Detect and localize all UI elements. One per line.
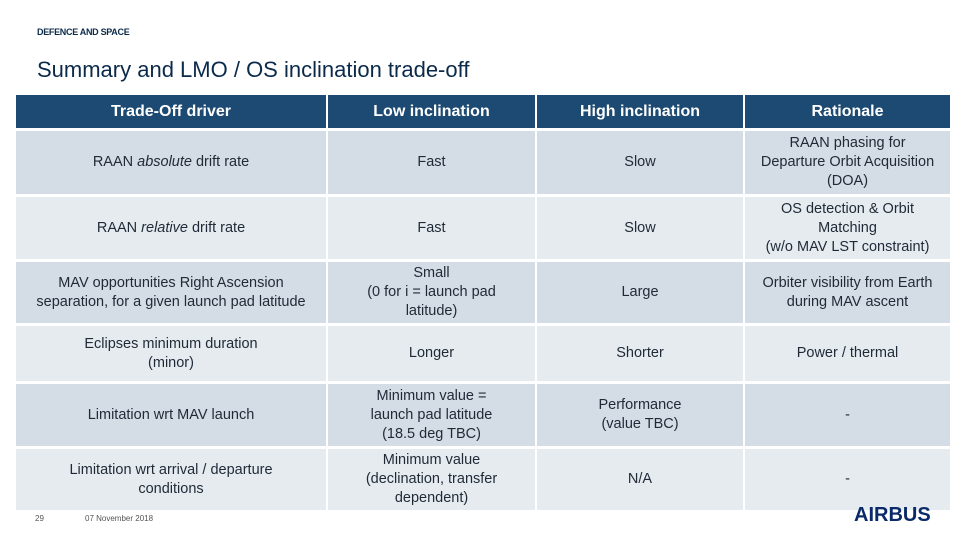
cell-line: Large bbox=[621, 284, 659, 300]
table-cell: Fast bbox=[328, 197, 535, 259]
cell-line: Limitation wrt MAV launch bbox=[87, 406, 255, 423]
table-cell: RAAN absolute drift rate bbox=[16, 131, 326, 194]
header-cell: High inclination bbox=[537, 95, 743, 128]
division: DEFENCE AND SPACE bbox=[37, 27, 130, 37]
cell-line: Performance bbox=[598, 397, 682, 413]
logo: AIRBUS bbox=[854, 504, 931, 526]
cell-line: - bbox=[845, 406, 850, 423]
cell-line: (DOA) bbox=[826, 173, 869, 189]
cell-line: Limitation wrt arrival / departure bbox=[69, 461, 273, 478]
cell-line: Slow bbox=[624, 154, 656, 170]
table-cell: RAAN phasing for Departure Orbit Acquisit… bbox=[745, 131, 950, 194]
cell-line: conditions bbox=[138, 480, 204, 497]
cell-line: Fast bbox=[417, 154, 446, 170]
table-cell: Longer bbox=[328, 326, 535, 381]
cell-line: Eclipses minimum duration bbox=[84, 335, 258, 352]
cell-line: OS detection & Orbit bbox=[781, 200, 914, 217]
cell-line: dependent) bbox=[394, 490, 469, 506]
cell-line: separation, for a given launch pad latit… bbox=[36, 293, 306, 310]
table-cell: Limitation wrt arrival / departure condit… bbox=[16, 449, 326, 510]
table-cell: MAV opportunities Right Ascension separat… bbox=[16, 262, 326, 323]
cell-line: Slow bbox=[624, 219, 656, 236]
cell-line: launch pad latitude bbox=[370, 406, 493, 423]
table-cell: Small (0 for i = launch pad latitude) bbox=[328, 262, 535, 323]
cell-line: RAAN phasing for bbox=[789, 135, 906, 151]
table-cell: N/A bbox=[537, 449, 743, 510]
cell-line: (0 for i = launch pad bbox=[367, 284, 496, 300]
cell-line: MAV opportunities Right Ascension bbox=[58, 274, 284, 291]
cell-line: (18.5 deg TBC) bbox=[382, 425, 481, 442]
cell-line: Departure Orbit Acquisition bbox=[760, 154, 935, 170]
table-cell: - bbox=[745, 449, 950, 510]
text-part: absolute bbox=[137, 154, 192, 170]
cell-line: Small bbox=[413, 265, 450, 281]
cell-line: latitude) bbox=[405, 303, 458, 319]
cell-line: Minimum value bbox=[382, 452, 481, 468]
date: 07 November 2018 bbox=[85, 514, 154, 523]
cell-line: Power / thermal bbox=[796, 345, 899, 361]
table-cell: Slow bbox=[537, 131, 743, 194]
table-cell: Power / thermal bbox=[745, 326, 950, 381]
text-part: RAAN bbox=[92, 154, 138, 170]
table-cell: Shorter bbox=[537, 326, 743, 381]
cell-line: Longer bbox=[408, 345, 455, 361]
table-cell: Minimum value = launch pad latitude (18.5 … bbox=[328, 384, 535, 446]
cell-line: Minimum value = bbox=[376, 387, 487, 404]
header-cell: Low inclination bbox=[328, 95, 535, 128]
table-cell: Performance (value TBC) bbox=[537, 384, 743, 446]
cell-line: (declination, transfer bbox=[365, 471, 498, 487]
table-cell: Minimum value (declination, transfer depen… bbox=[328, 449, 535, 510]
cell-line: during MAV ascent bbox=[786, 293, 909, 310]
table-cell: Orbiter visibility from Earth during MAV … bbox=[745, 262, 950, 323]
table-cell: - bbox=[745, 384, 950, 446]
table-cell: Eclipses minimum duration (minor) bbox=[16, 326, 326, 381]
table-cell: Limitation wrt MAV launch bbox=[16, 384, 326, 446]
header-cell: Trade-Off driver bbox=[16, 95, 326, 128]
text-part: drift rate bbox=[191, 154, 250, 170]
table-cell: Large bbox=[537, 262, 743, 323]
text-part: RAAN bbox=[96, 219, 142, 236]
cell-line: Fast bbox=[417, 219, 446, 236]
cell-line: N/A bbox=[627, 471, 653, 487]
page-number: 29 bbox=[35, 514, 44, 523]
cell-line: Matching bbox=[818, 219, 877, 236]
cell-line: (value TBC) bbox=[601, 416, 679, 432]
table-cell: OS detection & Orbit Matching (w/o MAV LST… bbox=[745, 197, 950, 259]
cell-line: RAAN relative drift rate bbox=[97, 219, 245, 238]
header-cell: Rationale bbox=[745, 95, 950, 128]
text-part: drift rate bbox=[187, 219, 246, 236]
table-cell: RAAN relative drift rate bbox=[16, 197, 326, 259]
cell-line: Orbiter visibility from Earth bbox=[762, 274, 933, 291]
cell-line: (w/o MAV LST constraint) bbox=[765, 238, 930, 255]
table-cell: Fast bbox=[328, 131, 535, 194]
title: Summary and LMO / OS inclination trade-o… bbox=[37, 57, 470, 82]
table-cell: Slow bbox=[537, 197, 743, 259]
cell-line: RAAN absolute drift rate bbox=[93, 153, 249, 172]
cell-line: Shorter bbox=[616, 345, 664, 361]
cell-line: - bbox=[845, 471, 850, 487]
cell-line: (minor) bbox=[148, 354, 194, 371]
text-part: relative bbox=[141, 219, 188, 236]
